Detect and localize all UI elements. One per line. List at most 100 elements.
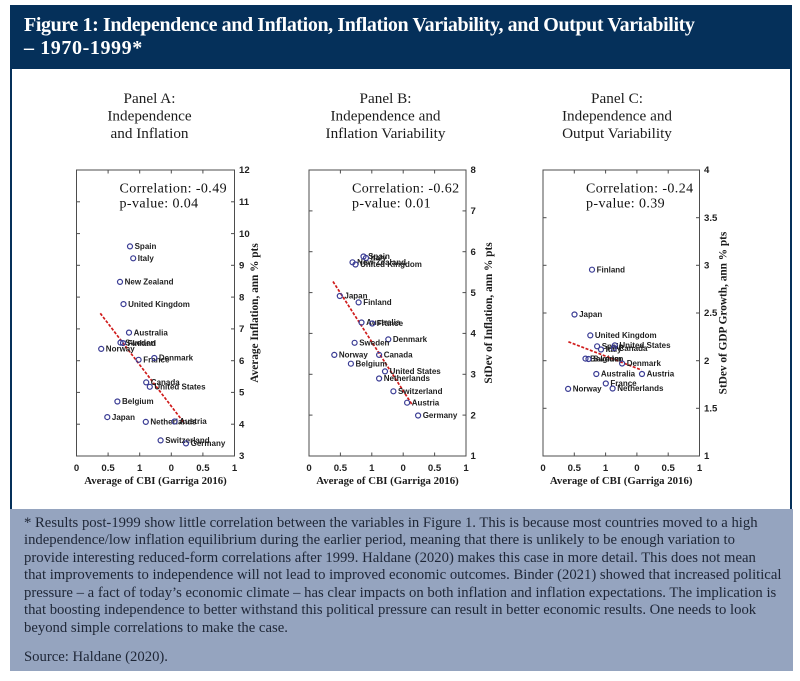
svg-text:Inflation Variability: Inflation Variability <box>326 125 446 142</box>
svg-text:Canada: Canada <box>151 378 180 387</box>
svg-text:Belgium: Belgium <box>590 354 622 363</box>
svg-text:Australia: Australia <box>366 318 401 327</box>
svg-text:Sweden: Sweden <box>359 339 389 348</box>
svg-text:1: 1 <box>471 451 477 462</box>
svg-text:Australia: Australia <box>601 370 636 379</box>
svg-text:Finland: Finland <box>363 298 392 307</box>
svg-text:1: 1 <box>603 463 609 474</box>
svg-text:Switzerland: Switzerland <box>165 436 210 445</box>
svg-text:p-value: 0.01: p-value: 0.01 <box>352 197 431 212</box>
svg-text:0.5: 0.5 <box>568 463 582 474</box>
svg-text:Denmark: Denmark <box>159 354 194 363</box>
svg-text:1: 1 <box>369 463 375 474</box>
svg-text:4: 4 <box>704 165 710 176</box>
svg-text:4: 4 <box>471 329 477 340</box>
svg-text:0: 0 <box>540 463 545 474</box>
svg-text:Austria: Austria <box>179 417 207 426</box>
svg-text:Correlation: -0.62: Correlation: -0.62 <box>352 182 460 197</box>
svg-text:Independence: Independence <box>107 108 192 125</box>
svg-text:Correlation: -0.24: Correlation: -0.24 <box>586 182 694 197</box>
svg-text:Denmark: Denmark <box>627 359 662 368</box>
svg-text:5: 5 <box>239 388 245 399</box>
svg-text:Germany: Germany <box>191 439 226 448</box>
svg-text:Average of CBI (Garriga 2016): Average of CBI (Garriga 2016) <box>550 475 693 487</box>
svg-text:0: 0 <box>169 463 174 474</box>
svg-text:Austria: Austria <box>412 398 440 407</box>
svg-text:Independence and: Independence and <box>562 108 672 125</box>
svg-text:France: France <box>377 319 404 328</box>
svg-text:Belgium: Belgium <box>356 359 388 368</box>
svg-text:0: 0 <box>306 463 311 474</box>
svg-text:3: 3 <box>471 370 476 381</box>
svg-text:StDev of Inflation, ann % pts: StDev of Inflation, ann % pts <box>483 242 495 384</box>
svg-text:New Zealand: New Zealand <box>357 258 406 267</box>
svg-text:Denmark: Denmark <box>393 335 428 344</box>
svg-text:1: 1 <box>463 463 469 474</box>
svg-text:Spain: Spain <box>135 242 157 251</box>
svg-text:Belgium: Belgium <box>122 397 154 406</box>
svg-text:0: 0 <box>401 463 406 474</box>
svg-text:4: 4 <box>239 419 245 430</box>
svg-text:Netherlands: Netherlands <box>384 374 431 383</box>
svg-text:Netherlands: Netherlands <box>150 418 197 427</box>
svg-text:10: 10 <box>239 229 250 240</box>
svg-text:Switzerland: Switzerland <box>398 387 443 396</box>
svg-text:United Kingdom: United Kingdom <box>128 300 190 309</box>
svg-text:Norway: Norway <box>339 351 368 360</box>
svg-text:United States: United States <box>619 341 671 350</box>
svg-text:1: 1 <box>697 463 703 474</box>
svg-text:Australia: Australia <box>134 328 169 337</box>
svg-text:Italy: Italy <box>138 254 155 263</box>
svg-text:United States: United States <box>154 383 206 392</box>
svg-text:1: 1 <box>704 451 710 462</box>
svg-text:12: 12 <box>239 165 250 176</box>
svg-text:3: 3 <box>704 261 709 272</box>
svg-text:5: 5 <box>471 288 477 299</box>
svg-text:Sweden: Sweden <box>593 355 623 364</box>
svg-text:0.5: 0.5 <box>428 463 442 474</box>
svg-text:p-value: 0.39: p-value: 0.39 <box>586 197 665 212</box>
svg-text:Italy: Italy <box>606 345 623 354</box>
svg-text:6: 6 <box>239 356 244 367</box>
svg-text:Japan: Japan <box>344 292 367 301</box>
svg-text:2.5: 2.5 <box>704 308 718 319</box>
svg-text:Finland: Finland <box>597 265 626 274</box>
svg-text:New Zealand: New Zealand <box>125 278 174 287</box>
svg-text:0.5: 0.5 <box>196 463 210 474</box>
svg-text:2: 2 <box>704 356 709 367</box>
svg-text:Average of CBI (Garriga 2016): Average of CBI (Garriga 2016) <box>84 475 227 487</box>
svg-text:United States: United States <box>390 367 442 376</box>
svg-text:Average Inflation, ann % pts: Average Inflation, ann % pts <box>249 243 261 383</box>
svg-text:Panel C:: Panel C: <box>591 90 643 107</box>
svg-text:Average of CBI (Garriga 2016): Average of CBI (Garriga 2016) <box>316 475 459 487</box>
svg-text:1.5: 1.5 <box>704 404 718 415</box>
svg-text:0: 0 <box>74 463 79 474</box>
svg-text:3.5: 3.5 <box>704 213 718 224</box>
svg-text:Italy: Italy <box>371 254 388 263</box>
svg-text:Output Variability: Output Variability <box>562 125 672 142</box>
svg-text:1: 1 <box>137 463 143 474</box>
svg-text:France: France <box>610 379 637 388</box>
svg-text:2: 2 <box>471 410 476 421</box>
svg-text:Panel A:: Panel A: <box>124 90 176 107</box>
svg-text:3: 3 <box>239 451 244 462</box>
svg-text:9: 9 <box>239 261 244 272</box>
svg-text:Correlation: -0.49: Correlation: -0.49 <box>120 182 228 197</box>
svg-text:p-value: 0.04: p-value: 0.04 <box>120 197 199 212</box>
svg-text:8: 8 <box>239 292 245 303</box>
svg-text:Japan: Japan <box>579 310 602 319</box>
svg-text:United Kingdom: United Kingdom <box>595 331 657 340</box>
svg-text:Finland: Finland <box>128 339 157 348</box>
svg-text:1: 1 <box>232 463 238 474</box>
svg-text:7: 7 <box>239 324 244 335</box>
svg-text:0.5: 0.5 <box>334 463 348 474</box>
svg-text:8: 8 <box>471 165 477 176</box>
svg-text:Austria: Austria <box>647 370 675 379</box>
svg-text:0.5: 0.5 <box>662 463 676 474</box>
svg-text:StDev of GDP Growth, ann % pts: StDev of GDP Growth, ann % pts <box>718 231 730 394</box>
svg-text:Canada: Canada <box>619 344 648 353</box>
svg-text:and Inflation: and Inflation <box>110 125 188 142</box>
svg-text:Netherlands: Netherlands <box>617 384 664 393</box>
svg-text:Norway: Norway <box>573 385 602 394</box>
svg-text:11: 11 <box>239 197 250 208</box>
